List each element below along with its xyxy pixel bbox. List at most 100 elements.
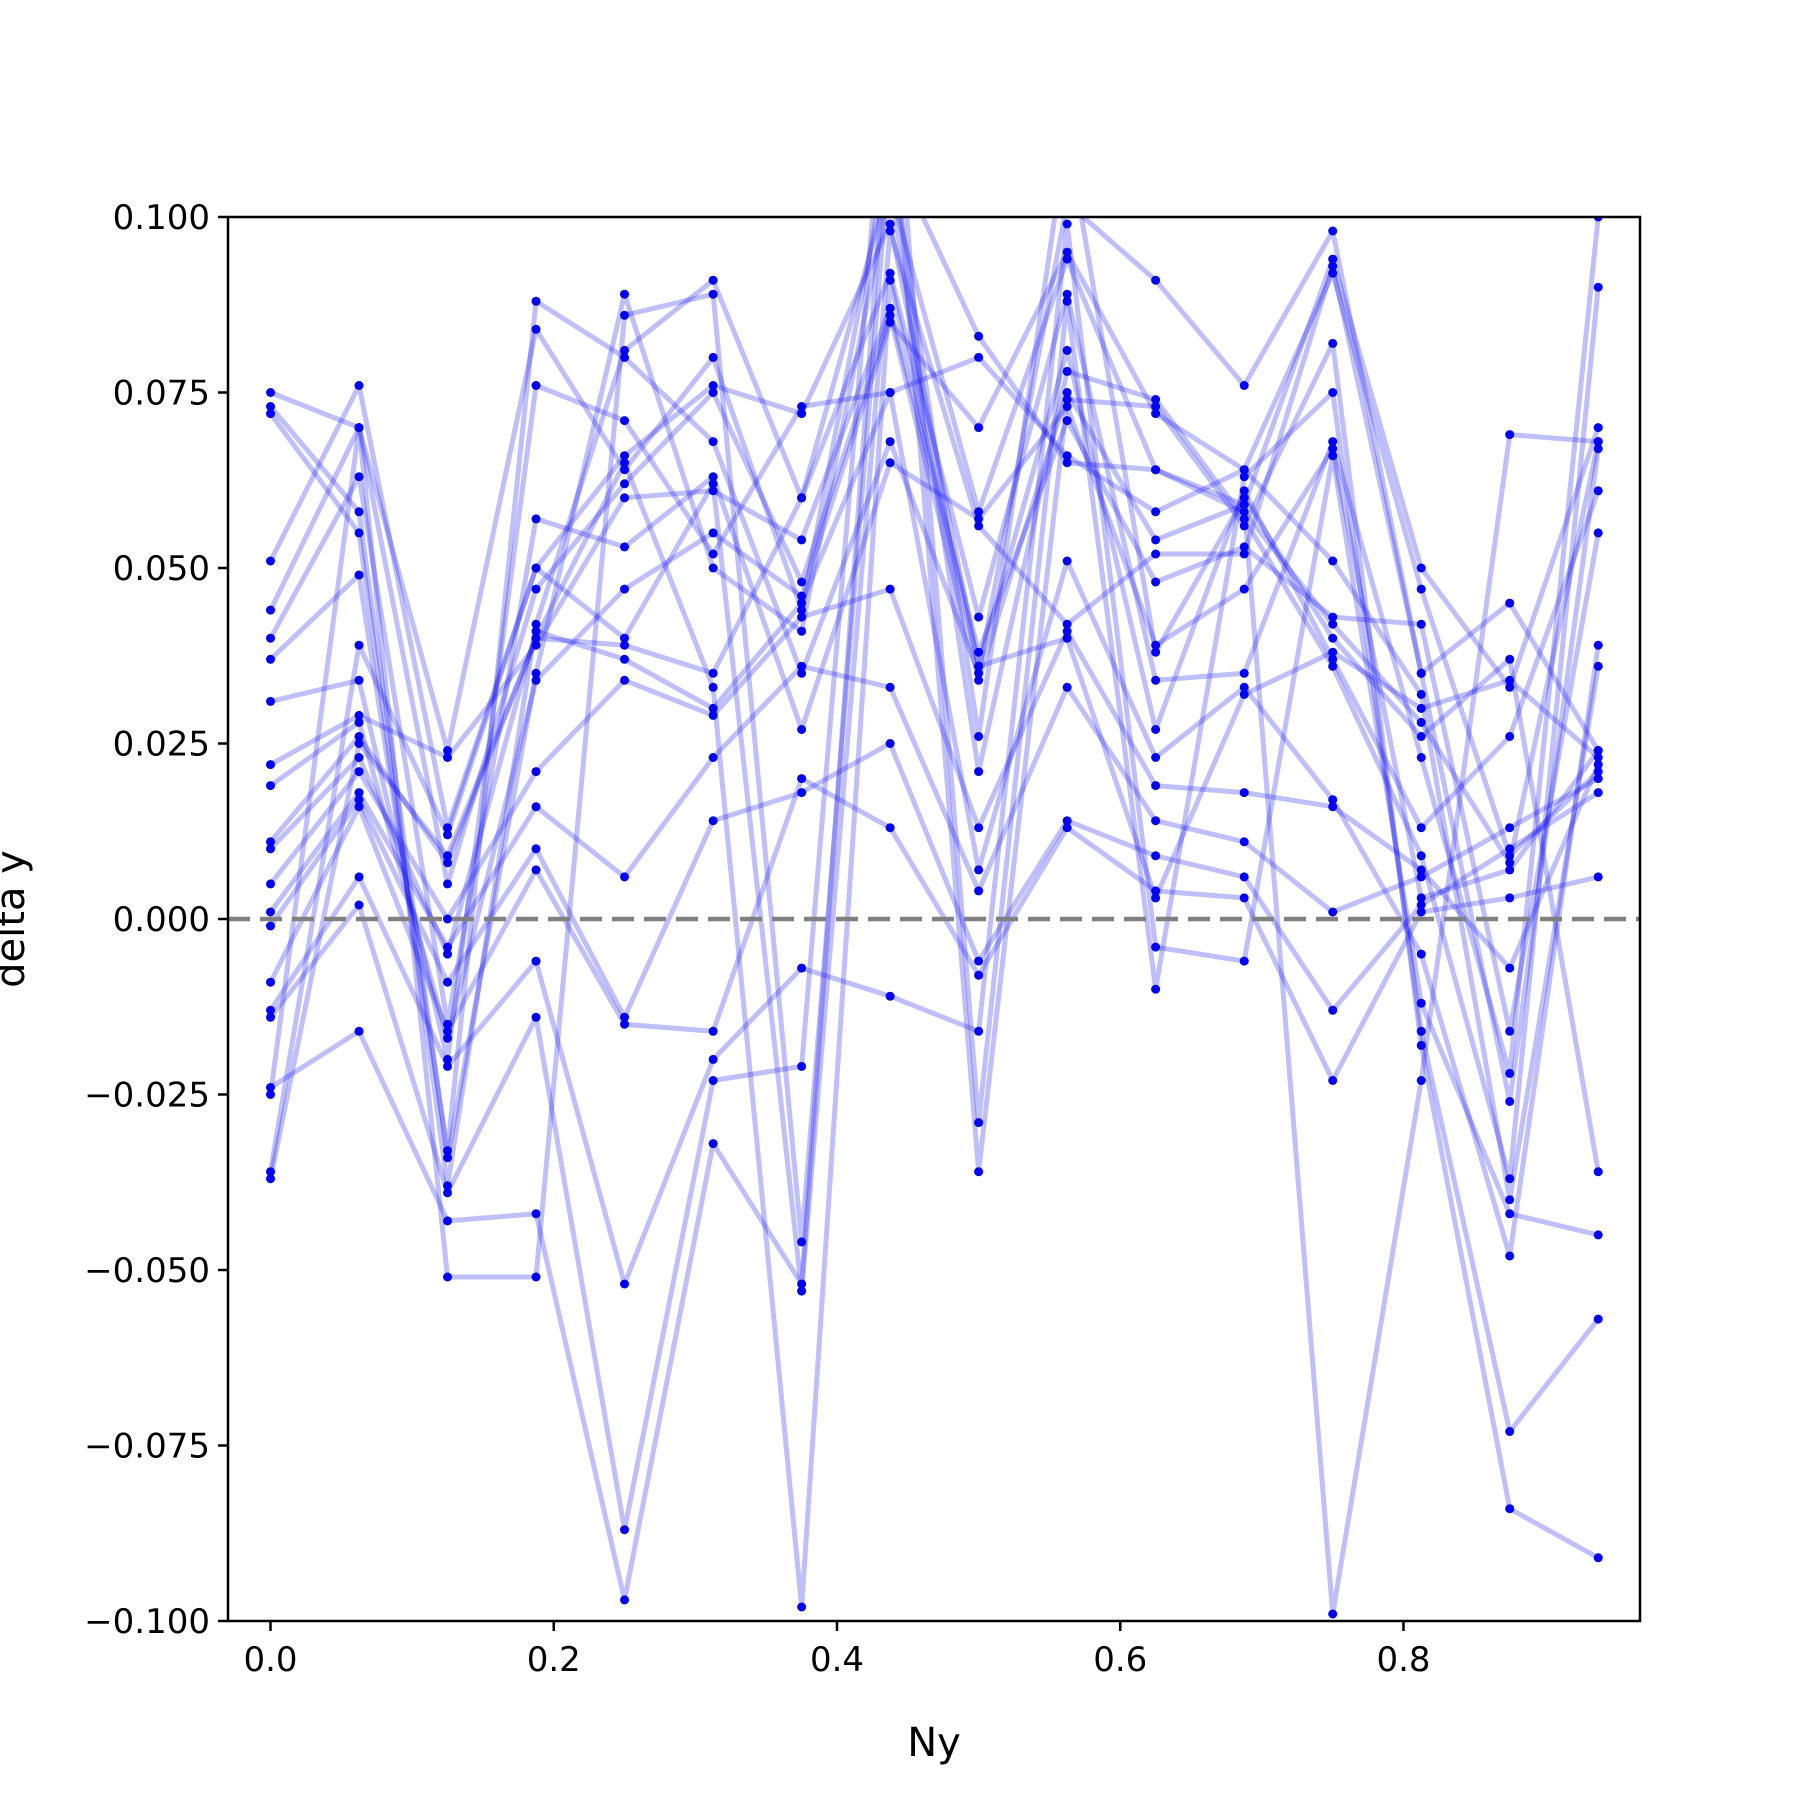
data-point-s18-0 (266, 1012, 275, 1022)
data-point-s8-0 (266, 696, 275, 706)
y-tick-label: −0.050 (84, 1251, 210, 1291)
data-point-s20-5 (708, 289, 718, 299)
data-point-s20-15 (1593, 437, 1603, 447)
x-tick-label: 0.6 (1093, 1640, 1147, 1680)
data-point-s6-9 (1062, 402, 1072, 411)
series-line-18 (268, 217, 1601, 1533)
data-point-s7-14 (1505, 1097, 1515, 1106)
data-point-s4-5 (708, 381, 718, 390)
data-point-s4-12 (1328, 654, 1338, 664)
data-point-s8-5 (708, 549, 718, 559)
y-tick-label: 0.100 (113, 198, 210, 238)
series-line-6 (268, 404, 1601, 1027)
data-point-s14-4 (620, 872, 629, 882)
data-point-s20-11 (1239, 500, 1249, 510)
data-point-s10-13 (1416, 689, 1426, 699)
data-point-s4-10 (1151, 725, 1161, 734)
data-point-s20-1 (354, 423, 364, 433)
data-point-s1-9 (1062, 388, 1072, 397)
data-point-s9-5 (708, 486, 718, 496)
data-point-s19-9 (1062, 395, 1072, 404)
data-point-s3-13 (1416, 753, 1426, 762)
data-point-s22-9 (1062, 633, 1072, 643)
data-point-s12-9 (1062, 556, 1072, 566)
data-point-s22-0 (266, 1174, 275, 1184)
data-point-s16-1 (354, 802, 364, 812)
data-point-s13-8 (974, 823, 984, 833)
series-line-8 (268, 270, 1601, 1062)
data-point-s14-6 (797, 661, 807, 671)
data-point-s16-2 (443, 1026, 452, 1036)
data-point-s4-7 (885, 219, 895, 229)
data-point-s18-14 (1505, 1427, 1515, 1436)
data-point-s12-1 (354, 753, 364, 762)
data-point-s17-1 (354, 872, 364, 882)
data-point-s20-4 (620, 310, 629, 320)
data-point-s3-14 (1505, 1068, 1515, 1078)
data-point-s21-0 (266, 1167, 275, 1177)
data-point-s21-3 (531, 563, 541, 573)
data-point-s12-10 (1151, 753, 1161, 762)
data-point-s1-7 (885, 310, 895, 320)
data-point-s18-11 (1239, 472, 1249, 482)
data-point-s4-13 (1416, 823, 1426, 833)
data-point-s6-13 (1416, 893, 1426, 903)
data-point-s12-0 (266, 844, 275, 854)
data-point-s6-7 (885, 458, 895, 468)
data-point-s22-12 (1328, 647, 1338, 657)
data-point-s7-7 (885, 437, 895, 447)
data-point-s7-5 (708, 437, 718, 447)
data-point-s6-5 (708, 472, 718, 482)
data-point-s3-12 (1328, 437, 1338, 447)
data-point-s1-8 (974, 675, 984, 685)
data-point-s7-2 (443, 1146, 452, 1156)
data-point-s13-6 (797, 612, 807, 622)
data-point-s7-1 (354, 570, 364, 580)
data-point-s9-3 (531, 640, 541, 650)
data-point-s17-12 (1328, 451, 1338, 461)
data-point-s1-5 (708, 388, 718, 397)
data-point-s15-13 (1416, 900, 1426, 910)
data-point-s2-9 (1062, 254, 1072, 264)
data-point-s13-4 (620, 675, 629, 685)
series-line-20 (268, 217, 1601, 1617)
data-point-s1-10 (1151, 535, 1161, 545)
data-point-s5-2 (443, 746, 452, 755)
data-point-s19-4 (620, 1595, 629, 1605)
data-point-s13-7 (885, 584, 895, 594)
series-line-14 (268, 663, 1601, 950)
data-point-s11-10 (1151, 395, 1161, 404)
x-axis-ticks: 0.0 0.2 0.4 0.6 0.8 (243, 1621, 1431, 1680)
data-point-s10-8 (974, 423, 984, 433)
data-point-s10-6 (797, 591, 807, 601)
y-tick-label: 0.025 (113, 725, 210, 765)
data-point-s5-11 (1239, 493, 1249, 503)
data-point-s22-2 (443, 851, 452, 861)
data-point-s12-3 (531, 626, 541, 636)
data-point-s19-15 (1593, 1553, 1603, 1563)
data-point-s13-5 (708, 710, 718, 720)
data-point-s2-5 (708, 563, 718, 573)
data-point-s6-6 (797, 725, 807, 734)
data-point-s17-7 (885, 991, 895, 1001)
data-point-s9-6 (797, 535, 807, 545)
series-line-7 (268, 217, 1601, 1154)
data-point-s3-10 (1151, 675, 1161, 685)
data-point-s4-14 (1505, 732, 1515, 741)
data-point-s22-7 (885, 275, 895, 285)
data-point-s17-3 (531, 956, 541, 966)
data-point-s21-15 (1593, 746, 1603, 755)
data-point-s2-2 (443, 1153, 452, 1163)
data-point-s9-13 (1416, 619, 1426, 629)
data-point-s21-2 (443, 830, 452, 840)
data-point-s9-1 (354, 710, 364, 720)
data-point-s16-7 (885, 823, 895, 833)
y-tick-label: −0.100 (84, 1602, 210, 1642)
x-tick-label: 0.8 (1376, 1640, 1430, 1680)
data-point-s22-5 (708, 682, 718, 692)
data-point-s14-12 (1328, 907, 1338, 917)
data-point-s5-12 (1328, 633, 1338, 643)
data-point-s3-2 (443, 1181, 452, 1191)
data-point-s11-15 (1593, 282, 1603, 292)
data-point-s20-9 (1062, 458, 1072, 468)
